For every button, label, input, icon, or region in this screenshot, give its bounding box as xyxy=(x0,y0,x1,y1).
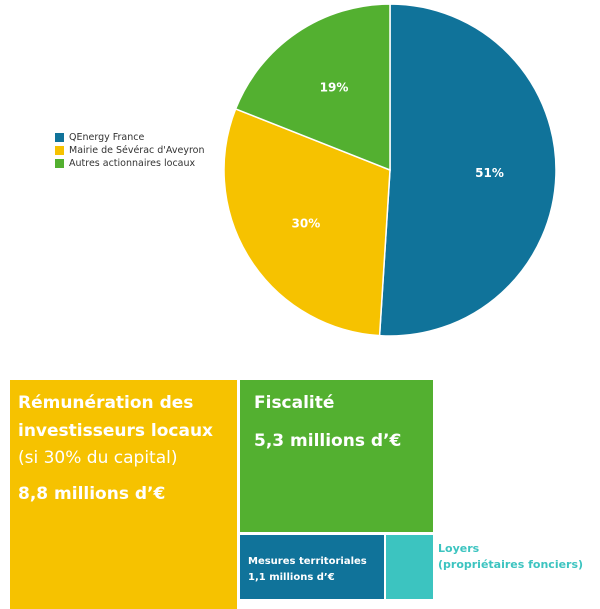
pie-label-mairie: 30% xyxy=(292,216,321,230)
tile-title-remuneration-line2: investisseurs locaux xyxy=(18,421,214,441)
pie-chart: 51% 30% 19% xyxy=(223,3,557,337)
tile-amount-fiscalite: 5,3 millions d’€ xyxy=(254,431,402,451)
tile-title-mesures: Mesures territoriales xyxy=(248,556,367,567)
legend-label-autres: Autres actionnaires locaux xyxy=(69,158,196,169)
legend-item-autres: Autres actionnaires locaux xyxy=(55,157,204,170)
treemap-tile-mesures: Mesures territoriales 1,1 millions d’€ xyxy=(240,535,384,599)
pie-slice-mairie xyxy=(223,107,391,337)
treemap-tile-fiscalite: Fiscalité 5,3 millions d’€ xyxy=(240,380,433,532)
legend-item-qenergy: QEnergy France xyxy=(55,131,204,144)
treemap-tile-loyers xyxy=(386,535,433,599)
legend-swatch-autres xyxy=(55,159,64,168)
pie-label-qenergy: 51% xyxy=(475,166,504,180)
legend-swatch-qenergy xyxy=(55,133,64,142)
legend-swatch-mairie xyxy=(55,146,64,155)
legend-label-mairie: Mairie de Sévérac d'Aveyron xyxy=(69,145,205,156)
pie-label-autres: 19% xyxy=(320,81,349,95)
label-loyers-line2: (propriétaires fonciers) xyxy=(438,558,584,571)
label-loyers: Loyers (propriétaires fonciers) xyxy=(438,541,583,573)
tile-amount-remuneration: 8,8 millions d’€ xyxy=(18,484,166,504)
pie-slice-autres xyxy=(234,3,391,172)
tile-note-remuneration: (si 30% du capital) xyxy=(18,448,178,468)
pie-legend: QEnergy France Mairie de Sévérac d'Aveyr… xyxy=(55,131,204,170)
legend-label-qenergy: QEnergy France xyxy=(69,132,145,143)
tile-title-fiscalite: Fiscalité xyxy=(254,393,335,413)
pie-slice-qenergy xyxy=(378,3,557,337)
tile-title-remuneration-line1: Rémunération des xyxy=(18,393,194,413)
treemap-tile-remuneration: Rémunération des investisseurs locaux (s… xyxy=(10,380,237,609)
label-loyers-line1: Loyers xyxy=(438,542,480,555)
legend-item-mairie: Mairie de Sévérac d'Aveyron xyxy=(55,144,204,157)
tile-amount-mesures: 1,1 millions d’€ xyxy=(248,572,335,583)
